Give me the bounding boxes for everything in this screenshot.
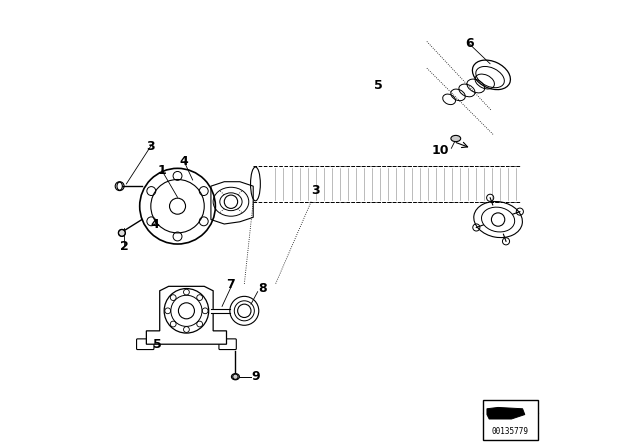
Text: 5: 5: [374, 79, 382, 92]
Polygon shape: [147, 286, 227, 344]
Text: 3: 3: [147, 140, 155, 153]
FancyBboxPatch shape: [136, 339, 154, 349]
Text: 7: 7: [227, 278, 236, 291]
FancyBboxPatch shape: [483, 400, 538, 440]
FancyBboxPatch shape: [219, 339, 236, 349]
Text: 4: 4: [151, 217, 159, 231]
Text: 3: 3: [311, 184, 320, 197]
Text: 1: 1: [157, 164, 166, 177]
Text: 9: 9: [251, 370, 260, 383]
Ellipse shape: [118, 229, 125, 236]
Text: 00135779: 00135779: [492, 426, 529, 435]
Ellipse shape: [451, 135, 461, 142]
Ellipse shape: [117, 182, 122, 190]
Text: 2: 2: [120, 240, 129, 253]
Text: 4: 4: [180, 155, 189, 168]
Polygon shape: [487, 407, 525, 419]
Polygon shape: [211, 182, 253, 224]
Text: 5: 5: [153, 338, 162, 351]
Text: 6: 6: [465, 37, 474, 50]
Text: 8: 8: [258, 282, 266, 295]
Text: 10: 10: [431, 144, 449, 157]
Ellipse shape: [232, 374, 239, 380]
